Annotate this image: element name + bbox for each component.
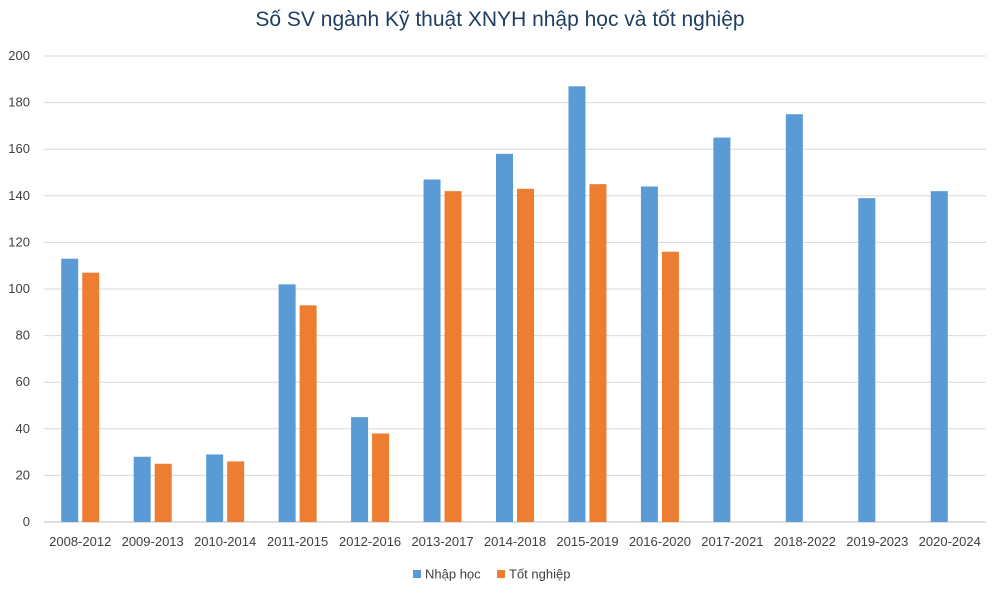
y-tick-label: 60: [16, 374, 30, 389]
y-tick-label: 0: [23, 514, 30, 529]
bar-tot-nghiep-2010-2014: [227, 461, 245, 522]
bar-nhap-hoc-2014-2018: [496, 153, 513, 523]
bar-tot-nghiep-2011-2015: [299, 305, 317, 522]
bar-tot-nghiep-2013-2017: [444, 191, 462, 522]
x-tick-label: 2016-2020: [629, 534, 691, 549]
x-tick-label: 2008-2012: [49, 534, 111, 549]
x-tick-label: 2018-2022: [774, 534, 836, 549]
y-tick-label: 120: [8, 234, 30, 249]
y-tick-label: 160: [8, 141, 30, 156]
x-tick-label: 2011-2015: [267, 534, 328, 549]
bar-nhap-hoc-2009-2013: [133, 456, 151, 522]
legend-label: Tốt nghiệp: [509, 567, 570, 582]
chart-title: Số SV ngành Kỹ thuật XNYH nhập học và tố…: [255, 8, 745, 31]
bar-nhap-hoc-2011-2015: [278, 284, 296, 522]
bar-nhap-hoc-2019-2023: [858, 198, 876, 522]
bar-tot-nghiep-2015-2019: [589, 184, 607, 522]
bar-nhap-hoc-2013-2017: [423, 179, 441, 523]
legend-label: Nhập học: [425, 567, 481, 582]
y-tick-label: 80: [16, 328, 30, 343]
y-tick-label: 140: [8, 188, 30, 203]
bar-nhap-hoc-2010-2014: [206, 454, 224, 522]
bar-tot-nghiep-2016-2020: [661, 251, 679, 522]
bar-nhap-hoc-2016-2020: [640, 186, 658, 523]
x-tick-label: 2010-2014: [194, 534, 256, 549]
x-tick-label: 2009-2013: [122, 534, 184, 549]
bar-tot-nghiep-2014-2018: [517, 188, 534, 522]
bar-nhap-hoc-2017-2021: [713, 137, 731, 523]
y-tick-label: 180: [8, 95, 30, 110]
bar-nhap-hoc-2020-2024: [930, 191, 948, 522]
x-tick-label: 2012-2016: [339, 534, 401, 549]
x-tick-label: 2017-2021: [701, 534, 763, 549]
bar-nhap-hoc-2008-2012: [61, 258, 79, 522]
x-tick-label: 2020-2024: [919, 534, 981, 549]
bar-tot-nghiep-2009-2013: [154, 463, 172, 522]
bar-nhap-hoc-2012-2016: [351, 417, 369, 522]
bar-tot-nghiep-2012-2016: [372, 433, 390, 522]
x-tick-label: 2013-2017: [411, 534, 473, 549]
y-tick-label: 20: [16, 467, 30, 482]
x-tick-label: 2015-2019: [556, 534, 618, 549]
x-tick-label: 2014-2018: [484, 534, 546, 549]
bar-tot-nghiep-2008-2012: [82, 272, 100, 522]
legend-swatch: [497, 570, 505, 578]
x-tick-label: 2019-2023: [846, 534, 908, 549]
y-tick-label: 200: [8, 48, 30, 63]
y-tick-label: 100: [8, 281, 30, 296]
bar-nhap-hoc-2018-2022: [785, 114, 803, 522]
legend-swatch: [413, 570, 421, 578]
y-tick-label: 40: [16, 421, 30, 436]
bar-nhap-hoc-2015-2019: [568, 86, 586, 522]
